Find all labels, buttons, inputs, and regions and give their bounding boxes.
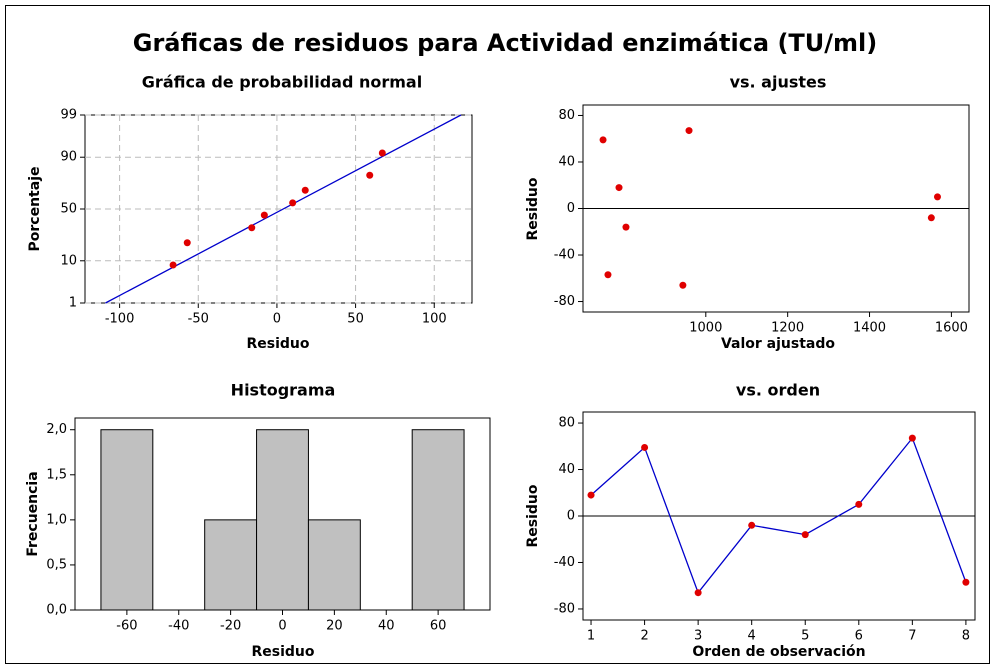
y-tick-label: 0 [567,509,575,524]
point [260,211,268,219]
x-tick-label: -20 [220,619,241,634]
point [855,500,863,508]
point [622,223,630,231]
y-tick-label: -80 [554,601,575,616]
x-axis-label: Residuo [246,336,309,352]
x-tick-label: 4 [748,629,756,644]
x-tick-label: -50 [188,312,209,327]
point [679,281,687,289]
x-axis-label: Residuo [251,644,314,660]
point [604,271,612,279]
x-tick-label: 1200 [771,321,804,336]
y-axis-label: Residuo [525,177,541,240]
y-tick-label: 80 [558,108,575,123]
point [933,193,941,201]
bar [411,429,465,611]
panel-title: Gráfica de probabilidad normal [142,73,422,92]
y-tick-label: 40 [558,462,575,477]
y-tick-label: 99 [60,108,77,123]
point [615,184,623,192]
y-axis-label: Porcentaje [27,167,43,252]
x-tick-label: 3 [694,629,702,644]
point [378,149,386,157]
x-tick-label: -100 [105,312,135,327]
bar [204,519,258,611]
y-tick-label: 1,5 [46,467,67,482]
x-tick-label: 6 [855,629,863,644]
y-tick-label: 2,0 [46,422,67,437]
x-tick-label: 7 [908,629,916,644]
point [748,521,756,529]
x-tick-label: -60 [116,619,137,634]
x-tick-label: 100 [422,312,447,327]
panel-title: Histograma [231,381,336,400]
x-tick-label: 60 [430,619,447,634]
bar [307,519,361,611]
x-tick-label: 2 [640,629,648,644]
y-tick-label: -40 [554,555,575,570]
x-tick-label: -40 [168,619,189,634]
y-tick-label: 0,0 [46,603,67,618]
y-axis-label: Residuo [525,484,541,547]
x-tick-label: 1400 [853,321,886,336]
y-tick-label: 0,5 [46,557,67,572]
x-axis-label: Valor ajustado [721,336,835,352]
point [962,578,970,586]
y-axis-label: Frecuencia [25,471,41,556]
y-tick-label: 40 [558,154,575,169]
x-tick-label: 40 [378,619,395,634]
y-tick-label: 80 [558,416,575,431]
x-tick-label: 8 [962,629,970,644]
point [694,589,702,597]
series-line [590,436,967,595]
x-tick-label: 5 [801,629,809,644]
y-tick-label: 50 [60,202,77,217]
panel-title: vs. ajustes [730,73,827,92]
x-tick-label: 1000 [689,321,722,336]
y-tick-label: 1 [69,296,77,311]
point [248,224,256,232]
y-tick-label: -40 [554,248,575,263]
point [169,261,177,269]
x-tick-label: 1 [587,629,595,644]
point [183,239,191,247]
point [301,186,309,194]
point [587,491,595,499]
x-tick-label: 20 [326,619,343,634]
y-tick-label: -80 [554,294,575,309]
x-tick-label: 50 [347,312,364,327]
x-axis-label: Orden de observación [692,644,865,660]
bar [100,429,154,611]
y-tick-label: 90 [60,150,77,165]
y-tick-label: 1,0 [46,512,67,527]
point [641,443,649,451]
y-tick-label: 0 [567,201,575,216]
point [599,136,607,144]
fit-line [105,114,462,304]
x-tick-label: 0 [273,312,281,327]
point [801,531,809,539]
x-tick-label: 0 [278,619,286,634]
point [908,434,916,442]
point [366,171,374,179]
point [685,127,693,135]
x-tick-label: 1600 [935,321,968,336]
point [289,199,297,207]
panel-title: vs. orden [736,381,820,400]
bar [256,429,309,611]
main-title: Gráficas de residuos para Actividad enzi… [133,29,878,57]
point [927,214,935,222]
y-tick-label: 10 [60,253,77,268]
